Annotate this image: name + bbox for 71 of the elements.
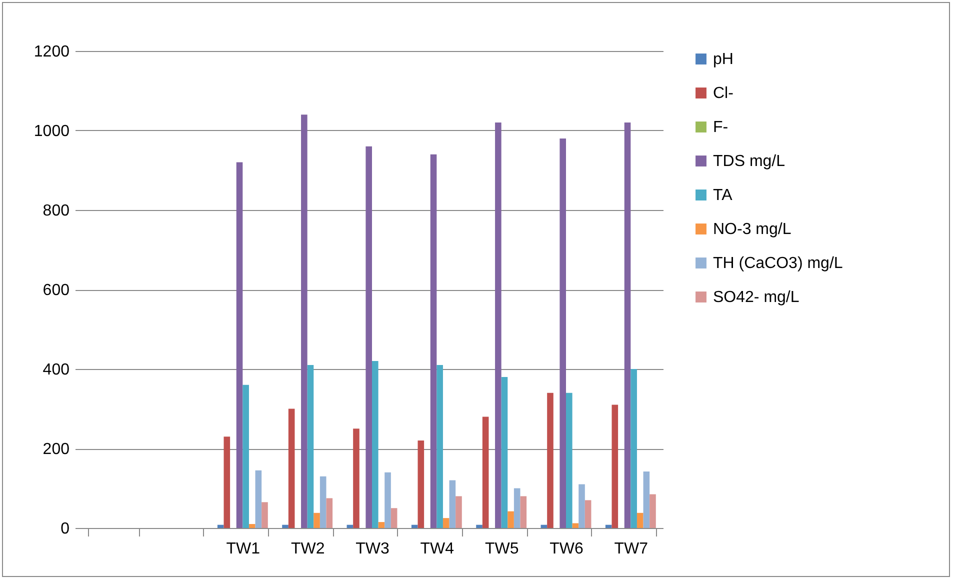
bar (508, 511, 514, 528)
bar (346, 524, 354, 528)
bar (436, 365, 443, 528)
y-tick-label: 0 (60, 520, 70, 538)
x-tick-label: TW2 (290, 540, 325, 558)
bar (255, 470, 262, 528)
bar (578, 484, 585, 528)
bar (307, 365, 314, 528)
bar (242, 384, 249, 528)
bar (643, 472, 650, 528)
x-tick-label: TW4 (420, 540, 454, 558)
bar (514, 488, 520, 528)
bar (560, 138, 566, 528)
bar (572, 523, 579, 528)
bar (314, 512, 320, 528)
bar (495, 122, 502, 528)
bar (612, 404, 618, 528)
bar (353, 428, 360, 528)
bar (547, 392, 554, 528)
bar (630, 369, 637, 528)
x-tick-label: TW5 (484, 540, 519, 558)
bar (411, 524, 418, 528)
legend-label: TDS mg/L (713, 153, 786, 170)
bar (224, 436, 230, 528)
y-tick-label: 400 (42, 362, 70, 378)
bar (449, 480, 456, 528)
bar (390, 508, 398, 528)
bar (262, 502, 268, 528)
legend-label: pH (713, 51, 734, 68)
bar (520, 496, 527, 528)
legend-label: Cl- (713, 85, 734, 102)
bar (384, 472, 391, 528)
legend-label: F- (713, 119, 728, 136)
bar (476, 524, 482, 528)
y-tick-label: 200 (42, 441, 70, 458)
y-tick-label: 1200 (34, 44, 70, 60)
bar (566, 392, 572, 528)
bar (624, 122, 631, 528)
bar (236, 162, 243, 528)
bar (366, 146, 372, 528)
bar (501, 376, 508, 528)
bar (288, 408, 295, 528)
y-tick-label: 600 (42, 282, 70, 299)
bar (430, 154, 437, 528)
x-tick-label: TW6 (550, 540, 584, 558)
y-tick-label: 800 (42, 202, 70, 220)
bar (605, 524, 612, 528)
bar (482, 416, 489, 528)
legend-label: NO-3 mg/L (713, 221, 792, 238)
bar (301, 114, 308, 528)
x-tick-label: TW3 (356, 540, 390, 558)
bar (650, 494, 656, 528)
bar (418, 440, 424, 528)
legend-label: SO42- mg/L (713, 289, 800, 306)
y-tick-label: 1000 (34, 123, 70, 140)
bar (456, 496, 462, 528)
bar (320, 476, 326, 528)
bar (282, 524, 288, 528)
bar (540, 524, 548, 528)
bar (217, 524, 224, 528)
bar (372, 361, 378, 528)
x-tick-label: TW7 (614, 540, 648, 558)
bar (442, 518, 450, 528)
bar (584, 500, 592, 528)
x-tick-label: TW1 (226, 540, 260, 558)
legend-label: TA (713, 187, 733, 204)
bar (326, 498, 333, 528)
bar (248, 524, 256, 528)
bar (636, 512, 644, 528)
bar (378, 522, 385, 528)
legend-label: TH (CaCO3) mg/L (713, 255, 843, 272)
